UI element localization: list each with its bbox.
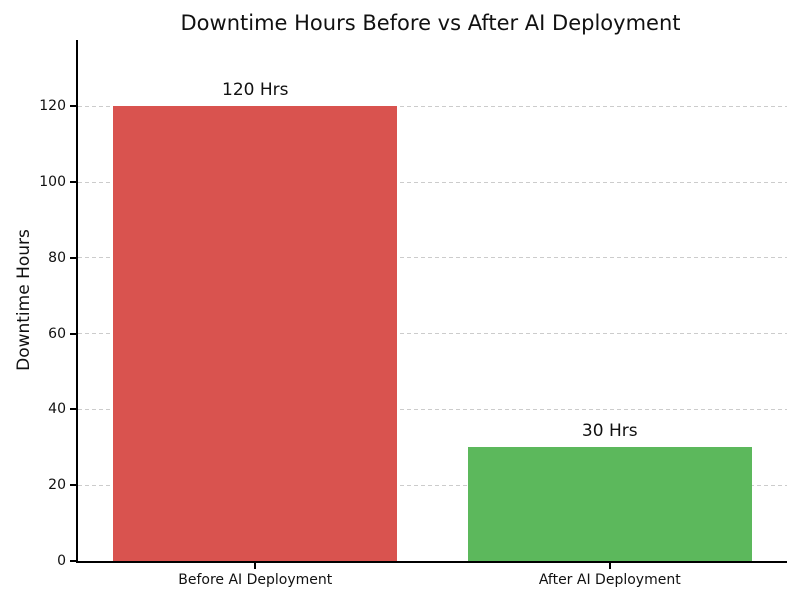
plot-area: 0 20 40 60 80 100 120 120 Hrs Before AI Deployme… <box>39 40 787 588</box>
y-tick-label: 100 <box>39 174 66 191</box>
bar-value-label: 30 Hrs <box>581 421 638 442</box>
gridline-y-100 <box>78 181 787 183</box>
y-tick-mark <box>70 105 76 108</box>
y-axis-label: Downtime Hours <box>14 229 34 371</box>
y-tick-label: 40 <box>48 401 66 418</box>
y-tick-mark <box>70 560 76 562</box>
x-tick-label: Before AI Deployment <box>178 572 333 588</box>
y-tick-label: 20 <box>48 477 66 494</box>
bar-value-label: 120 Hrs <box>222 80 289 101</box>
y-tick-label: 80 <box>48 249 66 266</box>
y-tick-mark <box>70 408 76 411</box>
gridline-y-60 <box>78 333 787 335</box>
y-tick-label: 60 <box>48 325 66 342</box>
gridline-y-120 <box>78 105 787 107</box>
y-tick-mark <box>70 484 76 487</box>
x-tick-mark <box>254 563 257 569</box>
y-tick-mark <box>70 332 76 335</box>
bar-2 <box>467 447 752 561</box>
gridline-y-80 <box>78 257 787 259</box>
bar-1 <box>113 106 398 561</box>
x-tick-mark <box>608 563 611 569</box>
gridline-y-20 <box>78 484 787 486</box>
y-tick-mark <box>70 181 76 184</box>
chart-title: Downtime Hours Before vs After AI Deploy… <box>180 11 681 35</box>
x-tick-label: After AI Deployment <box>538 572 681 588</box>
y-tick-label: 0 <box>57 553 66 569</box>
y-tick-label: 120 <box>39 98 66 115</box>
y-tick-mark <box>70 256 76 259</box>
gridline-y-40 <box>78 408 787 410</box>
